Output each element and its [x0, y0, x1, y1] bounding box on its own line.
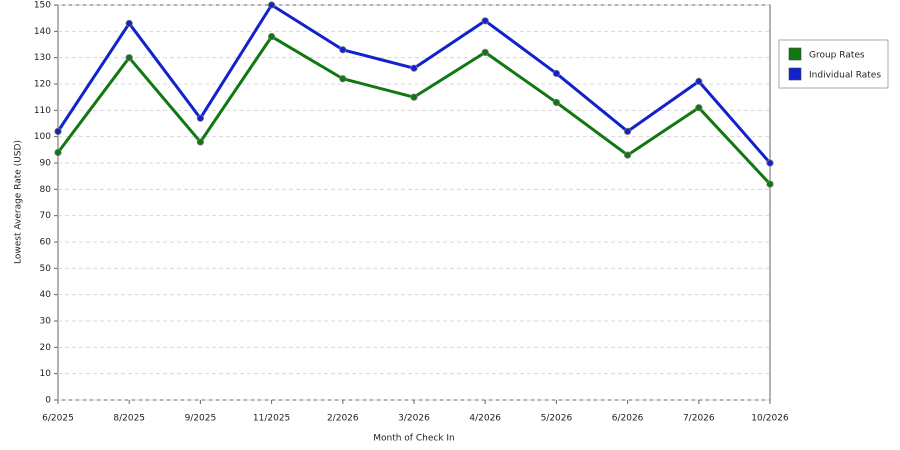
y-tick-label: 60 [40, 238, 52, 248]
data-point [54, 127, 62, 135]
data-point [410, 93, 418, 101]
y-tick-label: 0 [45, 396, 51, 406]
legend-box [778, 39, 889, 89]
x-tick-label: 6/2026 [612, 414, 644, 424]
data-point [339, 75, 347, 83]
y-tick-label: 80 [40, 185, 52, 195]
x-axis-title: Month of Check In [373, 434, 455, 444]
legend-label: Individual Rates [809, 71, 881, 81]
y-tick-label: 100 [34, 132, 51, 142]
x-tick-label: 3/2026 [398, 414, 430, 424]
data-point [196, 114, 204, 122]
y-tick-label: 70 [40, 211, 52, 221]
data-point [481, 17, 489, 25]
y-tick-label: 140 [34, 27, 51, 37]
x-tick-label: 11/2025 [253, 414, 290, 424]
data-point [623, 127, 632, 135]
data-point [54, 148, 62, 157]
data-point [196, 138, 204, 146]
data-point [766, 180, 774, 188]
plot-area [57, 4, 771, 401]
y-tick-label: 90 [40, 159, 52, 169]
x-tick-label: 6/2025 [42, 414, 74, 424]
legend-label: Group Rates [809, 51, 865, 61]
y-axis-title: Lowest Average Rate (USD) [14, 140, 24, 264]
y-tick-label: 110 [34, 106, 51, 116]
y-tick-label: 130 [34, 53, 51, 63]
y-tick-label: 40 [40, 290, 52, 300]
data-point [766, 159, 774, 167]
x-tick-label: 7/2026 [683, 414, 715, 424]
y-tick-label: 10 [40, 369, 52, 379]
x-tick-label: 8/2025 [113, 414, 145, 424]
legend-swatch [788, 47, 802, 61]
data-point [339, 46, 347, 54]
legend-swatch [788, 67, 802, 81]
data-point [410, 64, 418, 72]
y-tick-label: 150 [34, 1, 51, 11]
y-tick-label: 20 [40, 343, 52, 353]
data-point [125, 54, 133, 62]
x-tick-label: 10/2026 [751, 414, 789, 424]
data-point [552, 69, 561, 78]
data-point [481, 48, 489, 57]
data-point [695, 77, 703, 85]
x-tick-label: 5/2026 [541, 414, 573, 424]
y-tick-label: 30 [40, 317, 52, 327]
y-tick-label: 120 [34, 80, 51, 90]
data-point [267, 32, 276, 41]
x-tick-label: 2/2026 [327, 414, 359, 424]
data-point [125, 19, 133, 28]
x-tick-label: 9/2025 [185, 414, 217, 424]
data-point [552, 98, 561, 107]
data-point [695, 104, 703, 112]
x-tick-label: 4/2026 [469, 414, 501, 424]
y-tick-label: 50 [40, 264, 52, 274]
data-point [623, 151, 632, 159]
data-point [267, 1, 276, 9]
